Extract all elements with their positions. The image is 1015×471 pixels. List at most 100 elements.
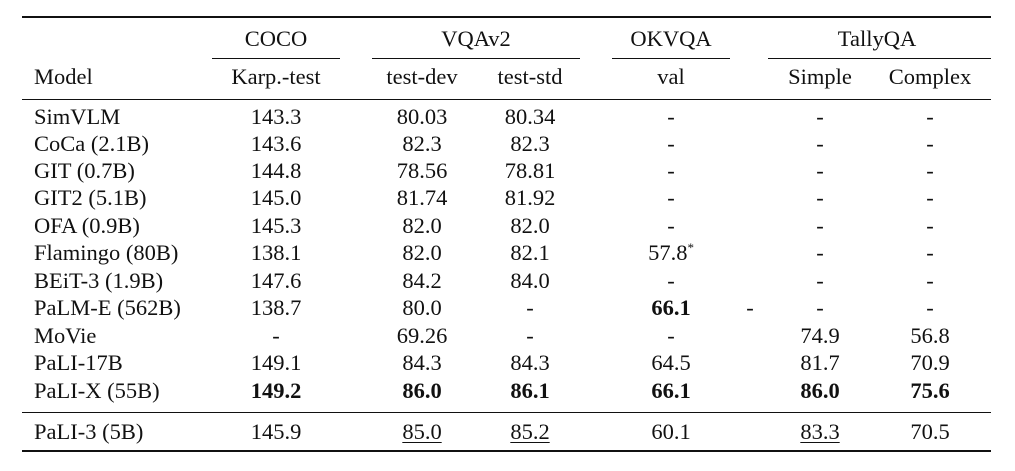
cell-value: 82.0	[510, 213, 550, 238]
cell-value: 78.81	[504, 158, 556, 183]
group-header: COCO	[244, 26, 308, 51]
table-cell: 80.34	[505, 103, 556, 131]
table-cell: 81.7	[800, 349, 839, 377]
table-cell: -	[816, 130, 824, 158]
cell-value: 82.3	[510, 131, 550, 156]
table-cell: 57.8*	[648, 239, 694, 267]
model-name: OFA (0.9B)	[34, 213, 140, 238]
table-cell: 138.7	[251, 294, 302, 322]
table-cell: 66.1	[651, 294, 690, 322]
cell-value: -	[667, 268, 675, 293]
cell-value: 143.6	[250, 131, 302, 156]
cell-value: -	[926, 185, 934, 210]
model-name: MoVie	[34, 323, 97, 348]
cell-value: 81.7	[800, 350, 840, 375]
top-rule	[22, 16, 991, 18]
cell-value: 80.03	[396, 104, 448, 129]
table-cell: 138.1	[251, 239, 302, 267]
model-name: Flamingo (80B)	[34, 240, 179, 265]
separator-rule	[22, 412, 991, 413]
cell-value: 145.3	[250, 213, 302, 238]
cell-value: 82.0	[402, 213, 442, 238]
table-cell: 74.9	[800, 322, 839, 350]
table-cell: -	[667, 184, 675, 212]
table-cell: 64.5	[651, 349, 690, 377]
cell-value: -	[816, 131, 824, 156]
cell-value: 138.7	[250, 295, 302, 320]
model-name: CoCa (2.1B)	[34, 131, 149, 156]
model-name: GIT2 (5.1B)	[34, 185, 147, 210]
table-cell: 86.1	[510, 377, 549, 405]
table-cell: -	[816, 103, 824, 131]
column-header: val	[657, 64, 685, 89]
cell-value: -	[667, 323, 675, 348]
table-cell: -	[926, 294, 934, 322]
table-cell: 85.0	[402, 418, 441, 446]
table-cell: -	[926, 157, 934, 185]
cell-value: 66.1	[651, 295, 691, 320]
table-cell: 82.0	[510, 212, 549, 240]
cell-value: 86.0	[800, 378, 840, 403]
column-header: Karp.-test	[231, 64, 321, 89]
table-cell: 145.3	[251, 212, 302, 240]
table-cell: 84.3	[510, 349, 549, 377]
cell-value: -	[667, 158, 675, 183]
table-cell: 75.6	[910, 377, 949, 405]
cell-value: 82.0	[402, 240, 442, 265]
cell-value: -	[667, 185, 675, 210]
table-cell: 149.1	[251, 349, 302, 377]
cell-value: 145.9	[250, 419, 302, 444]
table-cell: -	[816, 294, 824, 322]
cell-value: 145.0	[250, 185, 302, 210]
table-cell: 56.8	[910, 322, 949, 350]
table-cell: -	[926, 130, 934, 158]
cell-value: 84.2	[402, 268, 442, 293]
cell-value: 143.3	[250, 104, 302, 129]
cell-value: 149.1	[250, 350, 302, 375]
cell-value: -	[926, 131, 934, 156]
cell-value: -	[926, 158, 934, 183]
cell-value: 75.6	[910, 378, 950, 403]
table-cell: -	[926, 212, 934, 240]
group-header: TallyQA	[837, 26, 917, 51]
model-name: PaLM-E (562B)	[34, 295, 181, 320]
table-cell: -	[667, 267, 675, 295]
table-cell: -	[816, 239, 824, 267]
table-cell: 70.5	[910, 418, 949, 446]
cell-value: -	[926, 104, 934, 129]
group-underline	[768, 58, 991, 59]
table-cell: 78.56	[397, 157, 448, 185]
table-cell: -	[816, 212, 824, 240]
table-cell: 144.8	[251, 157, 302, 185]
table-cell: -	[816, 184, 824, 212]
group-underline	[212, 58, 340, 59]
cell-value: 56.8	[910, 323, 950, 348]
cell-value: 86.0	[402, 378, 442, 403]
table-cell: -	[526, 294, 534, 322]
table-cell: 86.0	[800, 377, 839, 405]
cell-value: 82.3	[402, 131, 442, 156]
cell-value: -	[926, 240, 934, 265]
table-cell: -	[926, 267, 934, 295]
table-cell: 66.1	[651, 377, 690, 405]
cell-value: 57.8	[648, 240, 688, 265]
stray-dash: -	[746, 295, 754, 320]
table-cell: 82.3	[402, 130, 441, 158]
footnote-marker: *	[687, 240, 694, 255]
table-cell: 84.0	[510, 267, 549, 295]
cell-value: -	[667, 104, 675, 129]
group-header: VQAv2	[441, 26, 511, 51]
cell-value: 74.9	[800, 323, 840, 348]
model-name: PaLI-17B	[34, 350, 123, 375]
table-cell: 86.0	[402, 377, 441, 405]
cell-value: 85.2	[510, 419, 550, 444]
table-cell: 147.6	[251, 267, 302, 295]
table-cell: 80.0	[402, 294, 441, 322]
model-name: GIT (0.7B)	[34, 158, 135, 183]
table-cell: 60.1	[651, 418, 690, 446]
cell-value: 147.6	[250, 268, 302, 293]
table-cell: 70.9	[910, 349, 949, 377]
cell-value: 60.1	[651, 419, 691, 444]
table-cell: -	[667, 212, 675, 240]
table-cell: -	[926, 239, 934, 267]
